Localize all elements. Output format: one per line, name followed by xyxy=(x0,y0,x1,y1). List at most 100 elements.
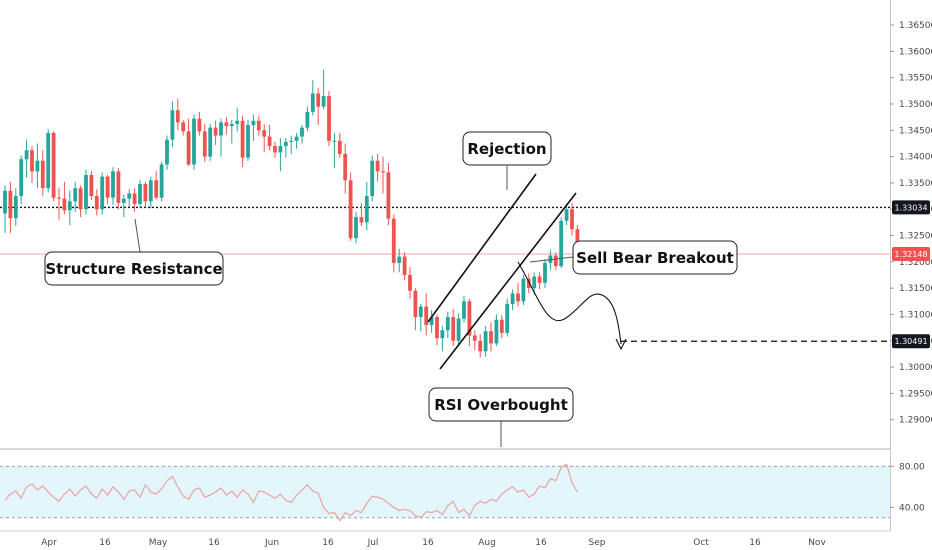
time-tick-label: Jun xyxy=(264,538,279,548)
candle xyxy=(364,181,369,231)
channel-lower-line[interactable] xyxy=(439,192,577,370)
candle xyxy=(3,185,7,233)
time-axis-ticks[interactable]: Apr 16 May 16 Jun 16 Jul 16 Aug 16 Sep Oct 16 Nov xyxy=(41,538,826,548)
price-tick-label: 1.30000 xyxy=(899,363,932,373)
rsi-series xyxy=(4,463,578,522)
candle xyxy=(494,314,499,347)
candle xyxy=(170,101,175,148)
candle xyxy=(418,303,423,332)
price-tick-label: 1.33500 xyxy=(899,179,932,189)
callout-rejection-label: Rejection xyxy=(467,140,546,158)
callout-rejection[interactable]: Rejection xyxy=(462,131,552,190)
candle xyxy=(472,330,477,351)
candle xyxy=(381,156,385,194)
price-axis-ticks[interactable]: 1.36500 1.36000 1.35500 1.35000 1.34500 1.340… xyxy=(890,21,932,426)
candle xyxy=(526,273,531,294)
candle xyxy=(537,272,542,290)
candle xyxy=(483,326,488,357)
candle xyxy=(532,272,537,295)
candle xyxy=(154,171,159,200)
candle xyxy=(283,138,288,158)
price-pane xyxy=(0,0,890,448)
candle xyxy=(456,313,461,347)
time-tick-label: Nov xyxy=(808,538,826,548)
rsi-axis-ticks: 80.00 40.00 xyxy=(890,462,925,513)
price-badge-label: 1.30491 xyxy=(894,337,927,346)
candle xyxy=(57,188,61,220)
price-tick-label: 1.32500 xyxy=(899,232,932,242)
candle xyxy=(413,288,418,331)
candle xyxy=(73,181,78,212)
candle xyxy=(435,314,439,345)
callout-rsi-overbought-label: RSI Overbought xyxy=(434,396,568,414)
candle xyxy=(397,248,402,273)
candle xyxy=(13,188,18,227)
candle xyxy=(553,252,558,270)
callout-rsi-overbought[interactable]: RSI Overbought xyxy=(428,387,574,447)
candle xyxy=(489,322,493,352)
candle xyxy=(348,172,353,241)
candle xyxy=(208,123,213,161)
price-tick-label: 1.34000 xyxy=(899,153,932,163)
rsi-line xyxy=(4,463,578,522)
projection-path xyxy=(517,261,622,345)
candle xyxy=(337,132,342,158)
candle xyxy=(159,161,164,202)
candle xyxy=(499,315,504,339)
candle xyxy=(235,108,240,132)
candle xyxy=(332,132,337,169)
projection-arrow-icon xyxy=(615,338,627,351)
callout-sell-bear-breakout-label: Sell Bear Breakout xyxy=(576,249,734,267)
candle xyxy=(24,139,29,178)
candle xyxy=(219,118,223,157)
candle xyxy=(451,309,456,347)
price-badge-label: 1.32148 xyxy=(894,250,927,259)
price-tick-label: 1.36500 xyxy=(899,21,932,31)
candle xyxy=(8,181,13,233)
candle xyxy=(89,171,94,200)
candle xyxy=(40,150,45,197)
channel-upper-line[interactable] xyxy=(427,173,537,323)
callout-sell-bear-breakout[interactable]: Sell Bear Breakout xyxy=(529,240,738,275)
price-badge: 1.33034 xyxy=(892,200,930,215)
candle xyxy=(78,185,83,218)
candle xyxy=(289,135,294,154)
price-tick-label: 1.29000 xyxy=(899,416,932,426)
time-tick-label: 16 xyxy=(422,538,434,548)
candle xyxy=(467,298,472,347)
candle xyxy=(262,123,267,153)
candle xyxy=(445,311,450,339)
candle xyxy=(305,106,310,132)
price-tick-label: 1.34500 xyxy=(899,126,932,136)
candle xyxy=(429,310,434,333)
candle xyxy=(521,274,526,305)
candle xyxy=(359,202,364,227)
price-tick-label: 1.31500 xyxy=(899,284,932,294)
candle xyxy=(19,155,24,204)
time-tick-label: 16 xyxy=(535,538,547,548)
candle xyxy=(143,181,148,207)
candle xyxy=(564,203,569,225)
candle xyxy=(116,168,121,210)
candle xyxy=(251,114,256,141)
time-tick-label: 16 xyxy=(322,538,334,548)
candle xyxy=(424,293,429,336)
time-tick-label: Apr xyxy=(41,538,57,548)
candle xyxy=(408,267,412,299)
price-tick-label: 1.32000 xyxy=(899,258,932,268)
candle xyxy=(67,190,72,225)
candle xyxy=(321,69,326,110)
time-tick-label: May xyxy=(149,538,168,548)
candle xyxy=(46,129,51,193)
candle xyxy=(229,119,234,144)
candle xyxy=(224,117,229,135)
candle xyxy=(267,125,272,151)
time-tick-label: Aug xyxy=(478,538,496,548)
callout-structure-resistance[interactable]: Structure Resistance xyxy=(44,218,224,286)
candle xyxy=(121,194,126,218)
candle xyxy=(240,115,245,168)
candle xyxy=(175,98,180,131)
time-tick-label: Jul xyxy=(367,538,379,548)
price-tick-label: 1.36000 xyxy=(899,47,932,57)
candle xyxy=(343,143,348,194)
